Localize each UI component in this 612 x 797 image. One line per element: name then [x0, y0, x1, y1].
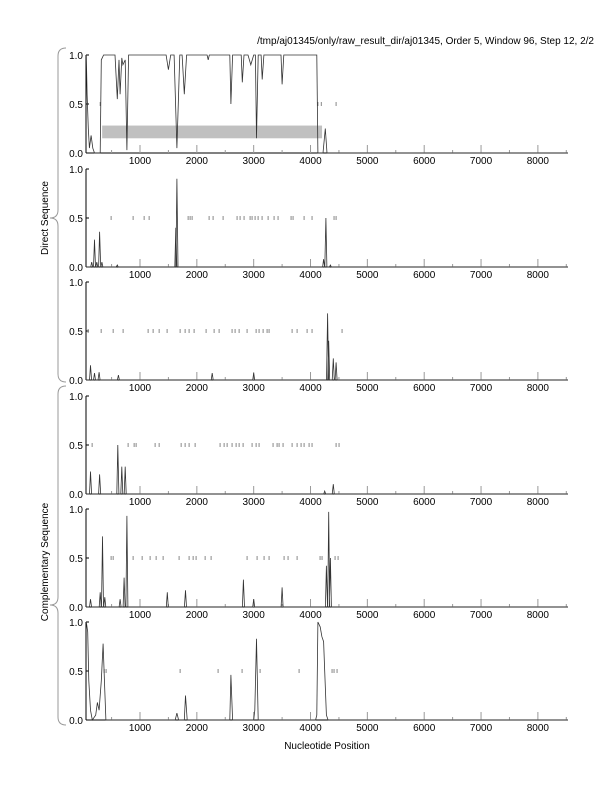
- x-tick-label: 5000: [356, 497, 379, 508]
- y-tick-label: 0.5: [69, 667, 83, 678]
- brace-direct: [49, 47, 67, 383]
- complementary-sequence-label: Complementary Sequence: [40, 502, 51, 621]
- y-tick-label: 0.0: [69, 149, 83, 160]
- x-tick-label: 1000: [129, 610, 152, 621]
- y-tick-label: 0.5: [69, 327, 83, 338]
- brace-complementary: [49, 385, 67, 726]
- x-tick-label: 8000: [527, 270, 550, 281]
- highlight-bar: [102, 125, 323, 139]
- y-tick-label: 0.5: [69, 441, 83, 452]
- panel-6: 0.0 0.5 1.0 1000 2000 3000 4000 5000 6000 7000 800…: [69, 618, 568, 734]
- x-tick-label: 4000: [299, 723, 322, 734]
- x-tick-label: 5000: [356, 156, 379, 167]
- y-tick-label: 1.0: [69, 392, 83, 403]
- y-tick-label: 0.0: [69, 376, 83, 387]
- panel-2: 0.0 0.5 1.0 1000 2000 3000 4000 5000 6000 7000 800…: [69, 165, 568, 281]
- x-tick-label: 1000: [129, 723, 152, 734]
- x-tick-label: 7000: [470, 156, 493, 167]
- x-tick-label: 8000: [527, 156, 550, 167]
- y-tick-label: 0.0: [69, 603, 83, 614]
- x-tick-label: 2000: [186, 383, 209, 394]
- x-tick-label: 4000: [299, 270, 322, 281]
- series-line: [85, 621, 568, 722]
- x-tick-label: 4000: [299, 383, 322, 394]
- direct-sequence-label: Direct Sequence: [40, 181, 51, 255]
- x-tick-label: 7000: [470, 497, 493, 508]
- series-line: [86, 511, 568, 608]
- chart-title: /tmp/aj01345/only/raw_result_dir/aj01345…: [257, 36, 594, 47]
- series-line: [85, 54, 568, 154]
- x-tick-label: 8000: [527, 497, 550, 508]
- x-tick-label: 1000: [129, 156, 152, 167]
- x-tick-label: 3000: [243, 156, 266, 167]
- x-axis-label: Nucleotide Position: [284, 741, 370, 752]
- x-tick-label: 3000: [243, 270, 266, 281]
- x-tick-label: 7000: [470, 723, 493, 734]
- x-tick-label: 6000: [413, 270, 436, 281]
- x-tick-label: 3000: [243, 723, 266, 734]
- x-tick-label: 2000: [186, 610, 209, 621]
- x-tick-label: 7000: [470, 383, 493, 394]
- x-tick-label: 6000: [413, 156, 436, 167]
- y-tick-label: 0.0: [69, 490, 83, 501]
- x-tick-label: 4000: [299, 156, 322, 167]
- panel-5: 0.0 0.5 1.0 1000 2000 3000 4000 5000 6000 7000 800…: [69, 505, 568, 621]
- group-label-complementary: Complementary Sequence: [40, 385, 67, 726]
- x-tick-label: 4000: [299, 497, 322, 508]
- x-tick-label: 8000: [527, 723, 550, 734]
- x-tick-label: 5000: [356, 383, 379, 394]
- y-tick-label: 1.0: [69, 51, 83, 62]
- x-tick-label: 7000: [470, 270, 493, 281]
- x-tick-label: 2000: [186, 156, 209, 167]
- x-tick-label: 1000: [129, 497, 152, 508]
- panel-4: 0.0 0.5 1.0 1000 2000 3000 4000 5000 6000 7000 800…: [69, 392, 568, 508]
- x-tick-label: 1000: [129, 270, 152, 281]
- y-tick-label: 1.0: [69, 278, 83, 289]
- x-tick-label: 6000: [413, 497, 436, 508]
- x-tick-label: 6000: [413, 383, 436, 394]
- y-tick-label: 0.0: [69, 716, 83, 727]
- x-tick-label: 5000: [356, 610, 379, 621]
- y-tick-label: 0.5: [69, 214, 83, 225]
- x-tick-label: 2000: [186, 497, 209, 508]
- x-tick-label: 5000: [356, 723, 379, 734]
- panel-1: 0.0 0.5 1.0 1000 2000 3000 4000 5000 6000 7000 800…: [69, 51, 568, 167]
- y-tick-label: 1.0: [69, 505, 83, 516]
- x-tick-label: 3000: [243, 610, 266, 621]
- y-tick-label: 1.0: [69, 165, 83, 176]
- panel-3: 0.0 0.5 1.0 1000 2000 3000 4000 5000 6000 7000 800…: [69, 278, 568, 394]
- x-tick-label: 5000: [356, 270, 379, 281]
- x-tick-label: 8000: [527, 610, 550, 621]
- x-tick-label: 2000: [186, 270, 209, 281]
- series-line: [86, 313, 568, 381]
- y-tick-label: 0.5: [69, 100, 83, 111]
- x-tick-label: 6000: [413, 723, 436, 734]
- x-tick-label: 7000: [470, 610, 493, 621]
- x-tick-label: 4000: [299, 610, 322, 621]
- series-line: [86, 178, 568, 268]
- x-tick-label: 2000: [186, 723, 209, 734]
- x-tick-label: 1000: [129, 383, 152, 394]
- y-tick-label: 0.5: [69, 554, 83, 565]
- group-label-direct: Direct Sequence: [40, 47, 67, 383]
- series-line: [86, 444, 568, 495]
- y-tick-label: 0.0: [69, 263, 83, 274]
- x-tick-label: 3000: [243, 497, 266, 508]
- y-tick-label: 1.0: [69, 618, 83, 629]
- x-tick-label: 3000: [243, 383, 266, 394]
- x-tick-label: 6000: [413, 610, 436, 621]
- x-tick-label: 8000: [527, 383, 550, 394]
